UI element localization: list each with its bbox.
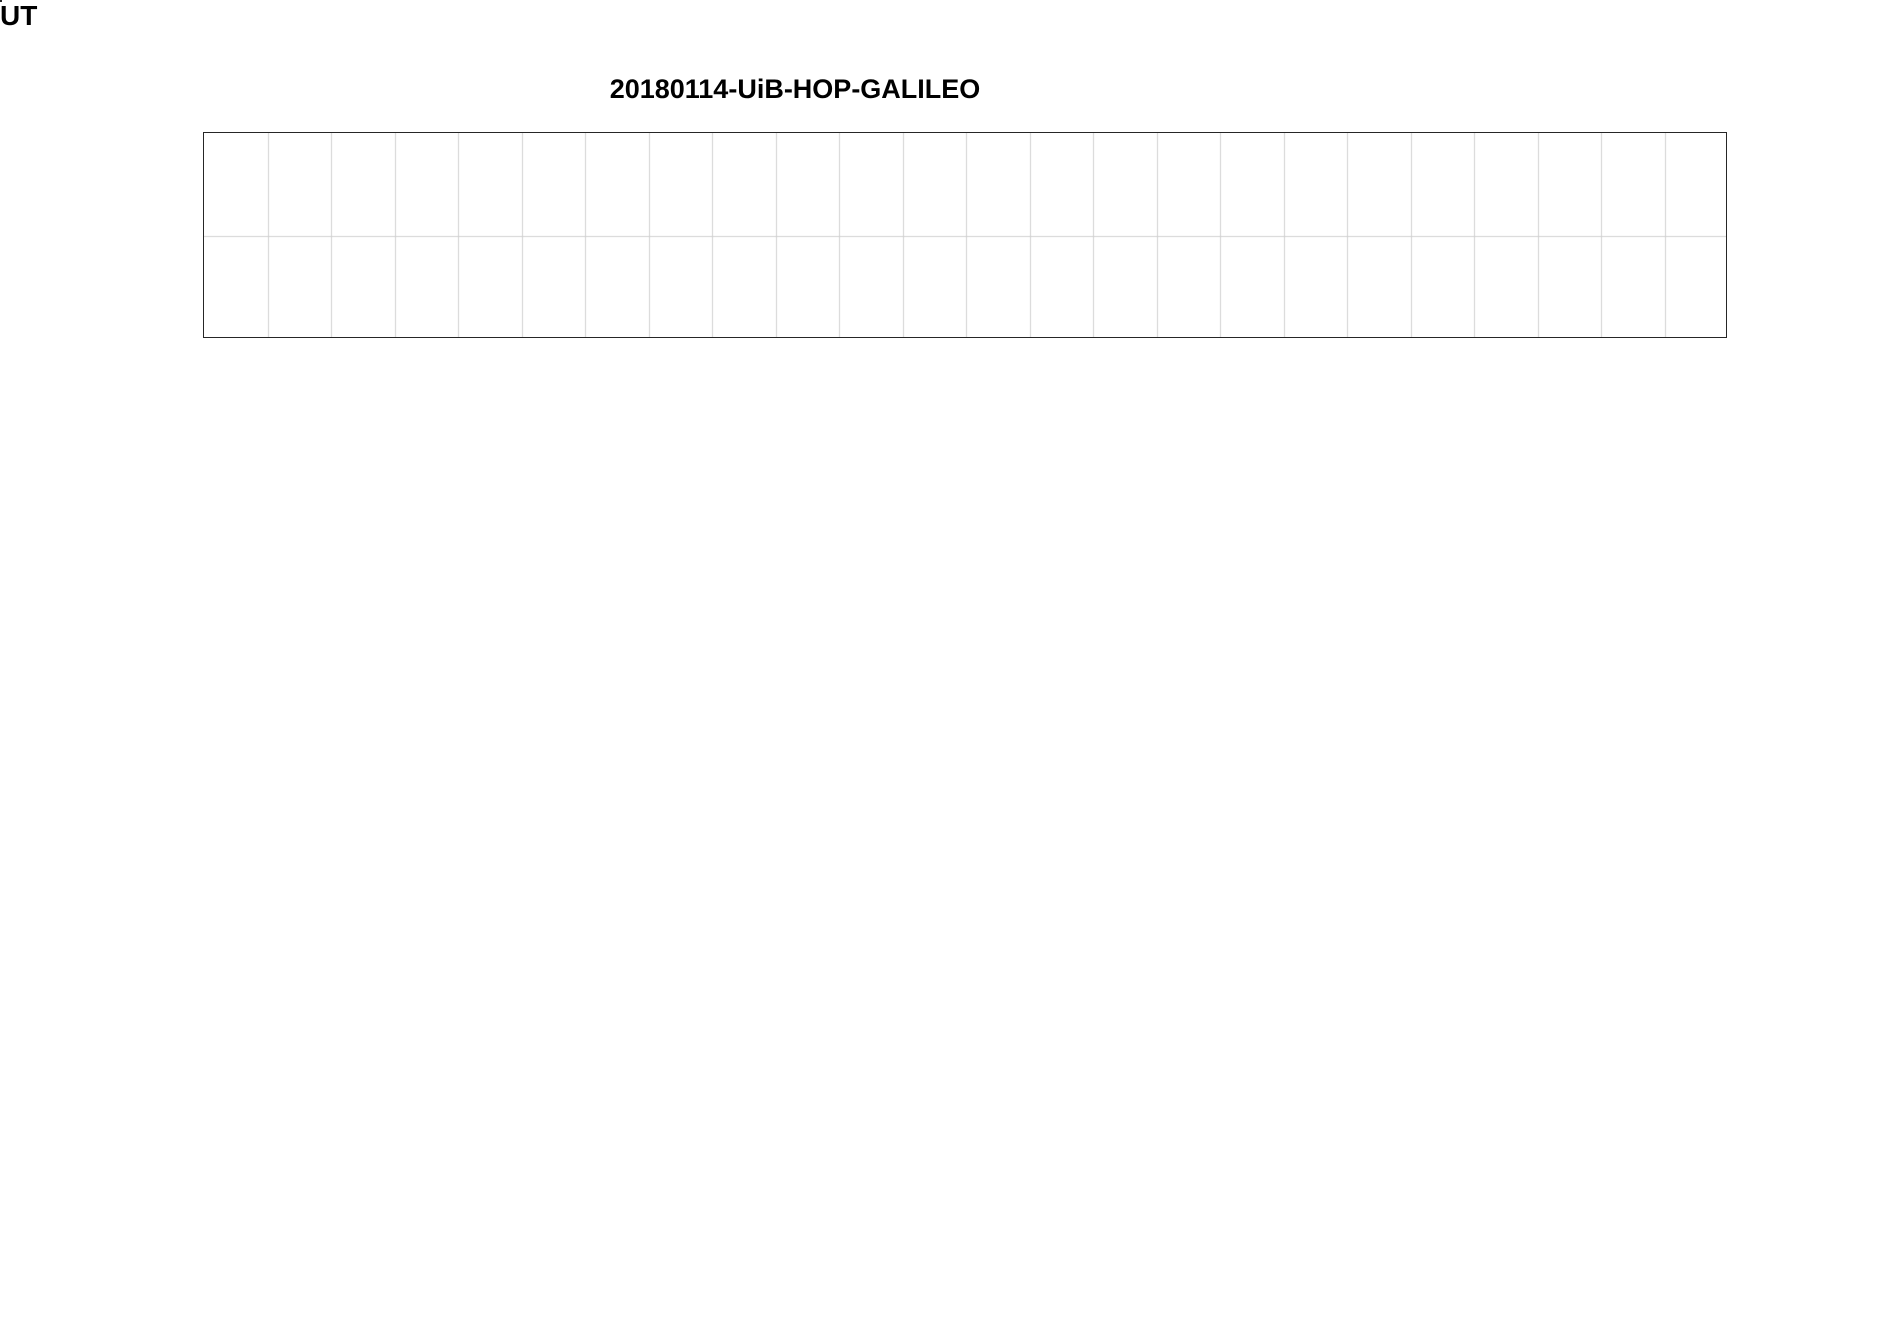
plot-panel-vtec <box>203 132 1727 338</box>
plot-canvas-vtec <box>204 133 1726 337</box>
prn-colorbar-gradient <box>1 1 2 2</box>
xaxis-label: UT <box>0 0 38 31</box>
prn-colorbar <box>0 0 2 2</box>
figure-title: 20180114-UiB-HOP-GALILEO <box>609 74 981 104</box>
